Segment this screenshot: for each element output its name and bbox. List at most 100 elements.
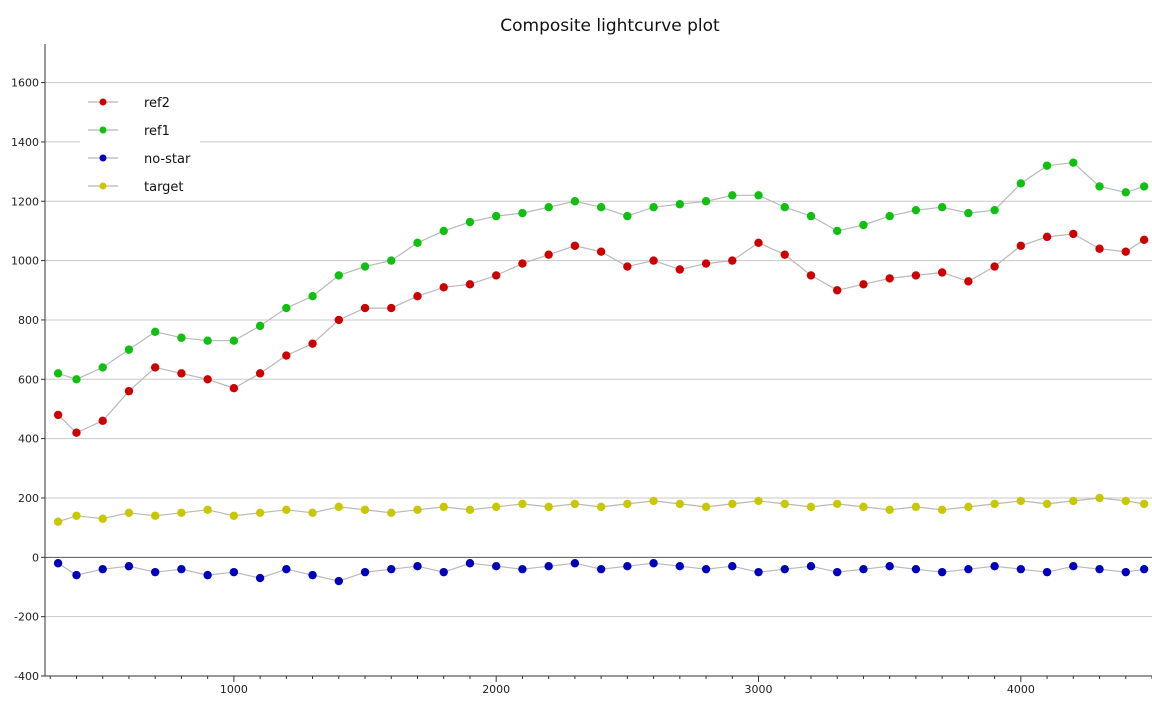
- data-point-no-star: [518, 564, 527, 574]
- y-tick-label: 400: [18, 433, 39, 446]
- data-point-ref2: [1069, 229, 1078, 239]
- data-point-target: [360, 505, 370, 515]
- y-tick-label: 600: [18, 373, 39, 386]
- data-point-no-star: [1016, 564, 1026, 574]
- data-point-target: [255, 508, 265, 518]
- data-point-ref1: [1069, 158, 1078, 167]
- data-point-ref2: [255, 369, 265, 378]
- x-tick-label: 1000: [220, 683, 248, 696]
- data-point-no-star: [360, 567, 370, 577]
- data-point-ref2: [911, 271, 921, 280]
- legend-marker-no-star: [99, 154, 107, 162]
- data-point-ref2: [649, 256, 658, 265]
- data-point-ref1: [806, 211, 816, 221]
- data-point-ref1: [964, 208, 973, 218]
- y-tick-label: -200: [14, 611, 39, 624]
- legend-marker-ref1: [99, 126, 107, 134]
- data-point-ref2: [491, 271, 501, 280]
- data-point-no-star: [675, 562, 685, 571]
- data-point-no-star: [413, 562, 422, 571]
- data-point-no-star: [334, 576, 344, 586]
- data-point-ref2: [53, 410, 63, 420]
- data-point-no-star: [282, 564, 291, 574]
- data-point-target: [1139, 499, 1149, 509]
- data-point-ref1: [203, 336, 212, 345]
- data-point-no-star: [911, 564, 921, 574]
- data-point-target: [1069, 496, 1078, 506]
- data-point-ref2: [859, 280, 868, 289]
- data-point-ref1: [308, 292, 317, 301]
- data-point-ref2: [623, 262, 632, 271]
- data-point-ref1: [1095, 182, 1104, 191]
- data-point-ref2: [150, 363, 160, 372]
- data-point-ref2: [1042, 232, 1052, 242]
- data-point-target: [387, 508, 396, 518]
- data-point-target: [334, 502, 344, 512]
- data-point-ref1: [833, 226, 842, 236]
- legend-marker-ref2: [99, 98, 107, 106]
- data-point-no-star: [885, 562, 894, 571]
- legend-label-no-star: no-star: [144, 152, 191, 167]
- data-point-target: [570, 499, 580, 509]
- data-point-target: [544, 502, 553, 512]
- data-point-ref1: [72, 375, 81, 384]
- data-point-ref1: [649, 202, 658, 212]
- data-point-ref1: [387, 256, 396, 265]
- data-point-target: [623, 499, 632, 509]
- data-point-target: [1095, 493, 1104, 503]
- y-tick-label: 1200: [11, 195, 39, 208]
- data-point-target: [439, 502, 448, 512]
- legend-label-ref1: ref1: [144, 124, 170, 139]
- data-point-ref1: [1121, 188, 1130, 197]
- data-point-ref1: [544, 202, 553, 212]
- data-point-ref1: [53, 369, 63, 378]
- data-point-ref2: [308, 339, 317, 348]
- data-point-ref2: [124, 386, 134, 396]
- data-point-ref1: [124, 345, 134, 354]
- y-tick-label: 1400: [11, 136, 39, 149]
- data-point-target: [990, 499, 999, 509]
- data-point-no-star: [649, 559, 658, 568]
- legend-marker-target: [99, 182, 107, 190]
- data-point-target: [701, 502, 711, 512]
- data-point-ref2: [360, 303, 370, 313]
- data-point-ref1: [255, 321, 265, 331]
- data-point-ref1: [98, 363, 107, 372]
- y-tick-label: 0: [32, 551, 39, 564]
- data-point-no-star: [203, 570, 212, 580]
- data-point-ref1: [360, 262, 370, 271]
- data-point-ref2: [465, 280, 475, 289]
- data-points: [53, 158, 1149, 586]
- data-point-ref1: [728, 191, 737, 200]
- data-point-ref1: [937, 202, 947, 212]
- data-point-no-star: [1042, 567, 1052, 577]
- data-point-target: [754, 496, 763, 506]
- data-point-ref2: [675, 265, 685, 274]
- data-point-no-star: [1139, 564, 1149, 574]
- data-point-ref2: [544, 250, 553, 259]
- data-point-ref1: [334, 271, 344, 280]
- data-point-ref2: [387, 303, 396, 313]
- data-point-no-star: [1095, 564, 1104, 574]
- data-point-target: [859, 502, 868, 512]
- data-point-ref2: [728, 256, 737, 265]
- data-point-no-star: [255, 573, 265, 583]
- data-point-target: [229, 511, 239, 520]
- x-tick-label: 3000: [745, 683, 773, 696]
- data-point-target: [1016, 496, 1026, 506]
- legend-label-ref2: ref2: [144, 96, 170, 111]
- data-point-ref2: [229, 383, 239, 393]
- data-point-ref1: [1016, 179, 1026, 188]
- data-point-no-star: [177, 564, 186, 574]
- data-point-target: [806, 502, 816, 512]
- data-point-ref2: [833, 286, 842, 295]
- data-point-target: [964, 502, 973, 512]
- data-point-no-star: [308, 570, 317, 580]
- legend-label-target: target: [144, 180, 184, 195]
- data-point-ref2: [806, 271, 816, 280]
- data-point-no-star: [72, 570, 81, 580]
- data-point-ref2: [780, 250, 789, 259]
- data-point-ref2: [98, 416, 107, 426]
- data-point-no-star: [98, 564, 107, 574]
- data-point-ref2: [518, 259, 527, 268]
